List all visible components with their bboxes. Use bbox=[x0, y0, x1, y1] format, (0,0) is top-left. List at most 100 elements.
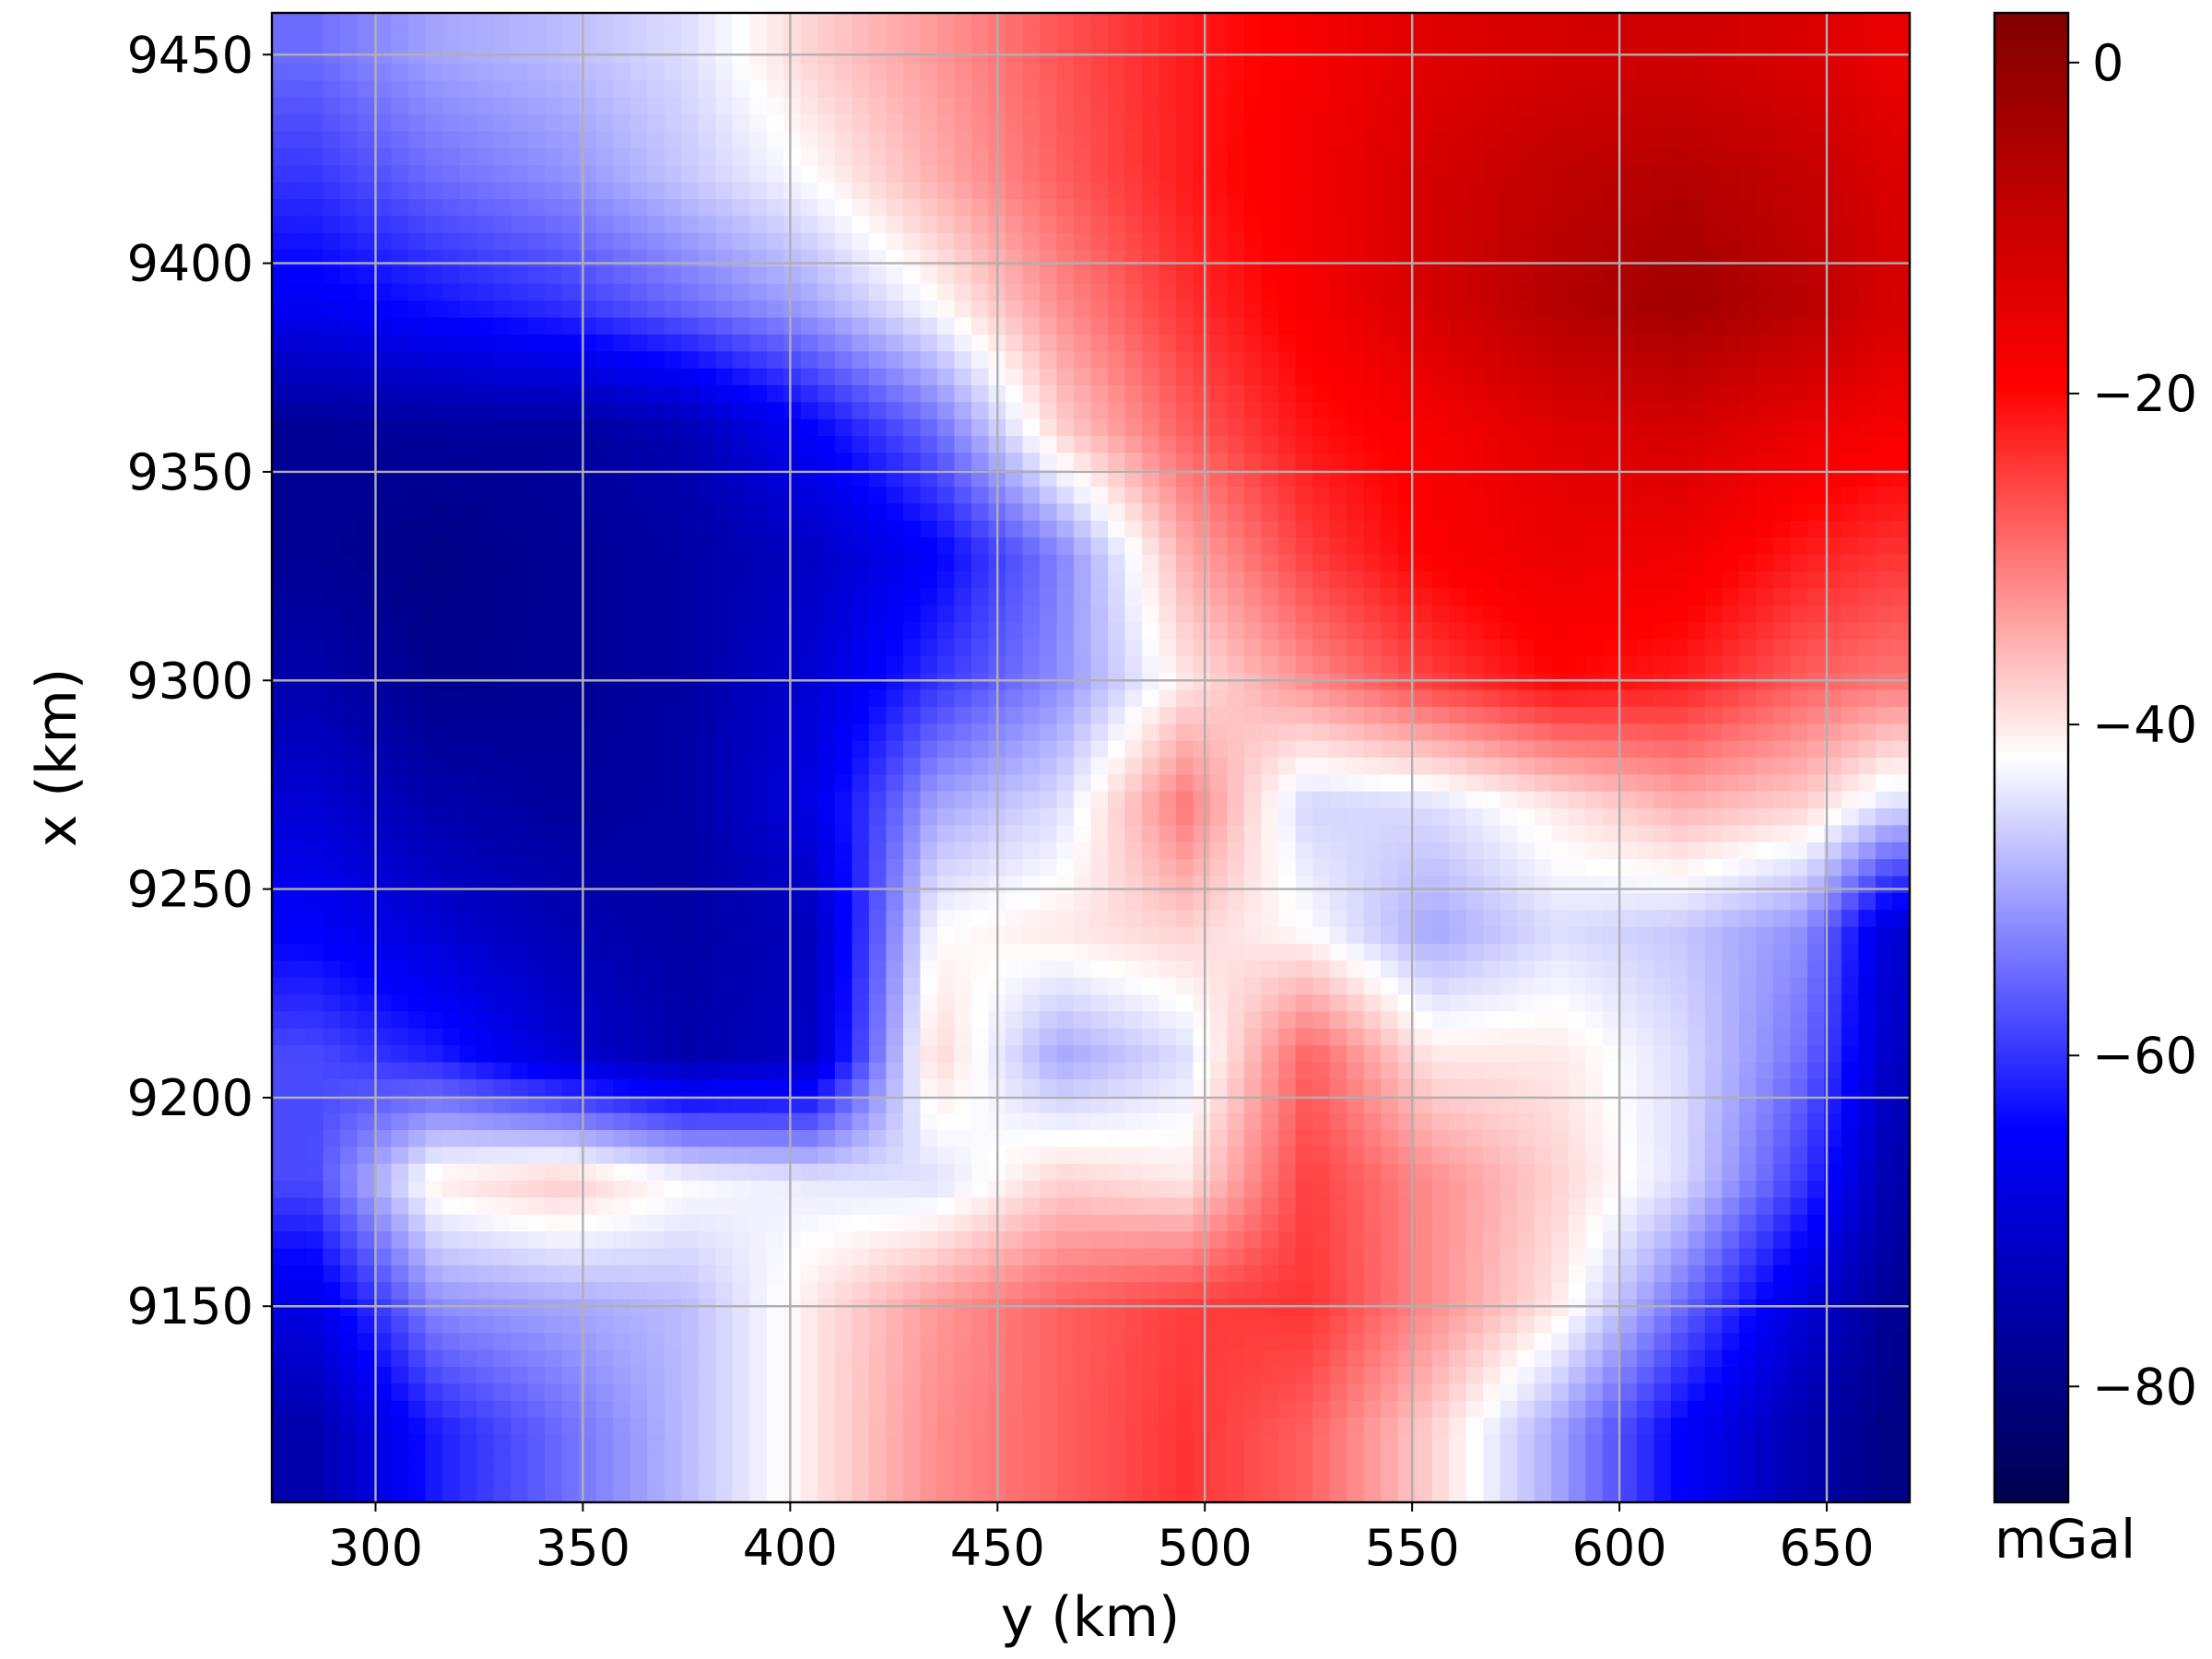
heatmap-cell bbox=[1381, 402, 1399, 420]
heatmap-cell bbox=[1670, 825, 1689, 843]
heatmap-cell bbox=[800, 808, 819, 827]
heatmap-cell bbox=[425, 64, 443, 82]
heatmap-cell bbox=[1039, 13, 1058, 31]
heatmap-cell bbox=[425, 825, 443, 843]
heatmap-cell bbox=[595, 503, 615, 522]
heatmap-cell bbox=[408, 706, 427, 725]
heatmap-cell bbox=[340, 300, 359, 319]
heatmap-cell bbox=[1124, 266, 1143, 285]
heatmap-cell bbox=[1483, 689, 1501, 708]
heatmap-cell bbox=[954, 554, 972, 572]
heatmap-cell bbox=[1806, 182, 1826, 200]
heatmap-cell bbox=[834, 503, 853, 522]
heatmap-cell bbox=[391, 841, 409, 861]
heatmap-cell bbox=[1381, 487, 1399, 505]
heatmap-cell bbox=[1841, 250, 1860, 268]
heatmap-cell bbox=[323, 165, 341, 183]
heatmap-cell bbox=[1056, 283, 1075, 302]
heatmap-cell bbox=[1568, 537, 1587, 556]
heatmap-cell bbox=[1756, 64, 1774, 82]
heatmap-cell bbox=[1619, 876, 1638, 894]
heatmap-cell bbox=[1039, 554, 1058, 572]
heatmap-cell bbox=[629, 639, 649, 657]
heatmap-cell bbox=[1602, 368, 1621, 386]
heatmap-cell bbox=[1176, 418, 1194, 437]
heatmap-cell bbox=[936, 334, 956, 353]
heatmap-cell bbox=[834, 774, 853, 793]
heatmap-cell bbox=[1261, 385, 1280, 404]
heatmap-cell bbox=[1465, 605, 1485, 623]
heatmap-cell bbox=[698, 487, 717, 505]
heatmap-cell bbox=[1858, 147, 1877, 167]
heatmap-cell bbox=[1431, 689, 1451, 708]
heatmap-cell bbox=[357, 537, 375, 556]
heatmap-cell bbox=[1090, 876, 1109, 894]
heatmap-cell bbox=[1142, 876, 1160, 894]
heatmap-cell bbox=[920, 724, 938, 742]
heatmap-cell bbox=[1210, 165, 1229, 183]
heatmap-cell bbox=[902, 368, 922, 386]
heatmap-cell bbox=[1431, 453, 1451, 471]
heatmap-cell bbox=[1159, 588, 1177, 606]
heatmap-cell bbox=[852, 351, 870, 370]
heatmap-cell bbox=[323, 368, 341, 386]
heatmap-cell bbox=[1688, 131, 1706, 149]
heatmap-cell bbox=[1517, 655, 1535, 675]
heatmap-cell bbox=[954, 13, 972, 31]
heatmap-cell bbox=[1534, 283, 1553, 302]
heatmap-cell bbox=[681, 418, 700, 437]
heatmap-cell bbox=[1227, 758, 1245, 776]
heatmap-cell bbox=[1295, 724, 1314, 742]
heatmap-cell bbox=[1329, 571, 1348, 590]
heatmap-cell bbox=[579, 622, 597, 641]
heatmap-cell bbox=[1193, 825, 1211, 843]
heatmap-cell bbox=[408, 182, 427, 200]
heatmap-cell bbox=[936, 232, 956, 251]
heatmap-cell bbox=[1278, 283, 1297, 302]
heatmap-cell bbox=[1431, 622, 1451, 641]
heatmap-cell bbox=[511, 503, 529, 522]
heatmap-cell bbox=[595, 706, 615, 725]
heatmap-cell bbox=[1022, 588, 1041, 606]
heatmap-cell bbox=[1465, 402, 1485, 420]
heatmap-cell bbox=[1500, 131, 1519, 149]
heatmap-cell bbox=[1227, 300, 1245, 319]
heatmap-cell bbox=[288, 706, 307, 725]
heatmap-cell bbox=[1142, 114, 1160, 133]
heatmap-cell bbox=[1619, 368, 1638, 386]
heatmap-cell bbox=[1312, 351, 1331, 370]
heatmap-cell bbox=[1619, 453, 1638, 471]
heatmap-cell bbox=[1858, 317, 1877, 335]
heatmap-cell bbox=[920, 859, 938, 877]
heatmap-cell bbox=[1551, 436, 1570, 454]
heatmap-cell bbox=[1449, 385, 1467, 404]
heatmap-cell bbox=[1841, 825, 1860, 843]
heatmap-cell bbox=[1005, 80, 1024, 99]
heatmap-cell bbox=[936, 29, 956, 48]
heatmap-cell bbox=[442, 250, 461, 268]
heatmap-cell bbox=[664, 216, 683, 234]
heatmap-cell bbox=[1227, 791, 1245, 809]
heatmap-cell bbox=[902, 266, 922, 285]
heatmap-cell bbox=[1568, 689, 1587, 708]
heatmap-cell bbox=[374, 300, 393, 319]
heatmap-cell bbox=[459, 351, 478, 370]
heatmap-cell bbox=[1329, 605, 1348, 623]
heatmap-cell bbox=[1449, 825, 1467, 843]
heatmap-cell bbox=[1653, 859, 1672, 877]
heatmap-cell bbox=[374, 114, 393, 133]
heatmap-cell bbox=[1431, 351, 1451, 370]
heatmap-cell bbox=[1039, 841, 1058, 861]
heatmap-cell bbox=[511, 232, 529, 251]
heatmap-cell bbox=[1329, 114, 1348, 133]
heatmap-cell bbox=[1688, 774, 1706, 793]
heatmap-cell bbox=[272, 689, 290, 708]
heatmap-cell bbox=[1347, 859, 1365, 877]
heatmap-cell bbox=[1585, 859, 1604, 877]
heatmap-cell bbox=[1329, 554, 1348, 572]
heatmap-cell bbox=[783, 317, 802, 335]
heatmap-cell bbox=[408, 165, 427, 183]
heatmap-cell bbox=[1688, 165, 1706, 183]
heatmap-cell bbox=[459, 13, 478, 31]
heatmap-cell bbox=[545, 639, 563, 657]
